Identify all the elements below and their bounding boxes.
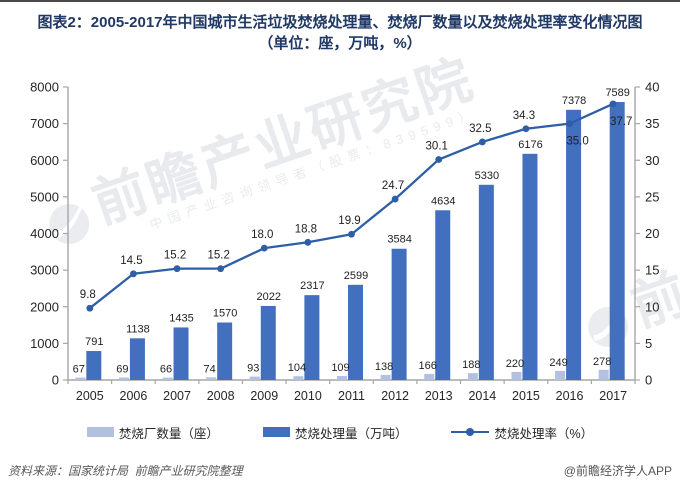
svg-text:2014: 2014 xyxy=(468,389,496,403)
legend-item-treated-volume: 焚烧处理量（万吨） xyxy=(262,423,408,442)
svg-text:15.2: 15.2 xyxy=(164,250,186,262)
data-source-text: 资料来源：国家统计局 前瞻产业研究院整理 xyxy=(8,463,243,478)
svg-text:15.2: 15.2 xyxy=(207,250,229,262)
svg-text:14.5: 14.5 xyxy=(120,255,142,267)
svg-text:19.9: 19.9 xyxy=(338,215,360,227)
svg-text:35: 35 xyxy=(645,116,659,131)
legend-item-treatment-rate: 焚烧处理率（%） xyxy=(451,423,593,442)
svg-text:2016: 2016 xyxy=(556,389,584,403)
combo-chart: 0 1000 2000 3000 4000 5000 6000 7000 8000 0 5 10 15 2… xyxy=(30,80,659,404)
svg-text:249: 249 xyxy=(549,357,567,369)
svg-text:25: 25 xyxy=(645,189,659,204)
svg-text:0: 0 xyxy=(645,373,652,388)
svg-text:67: 67 xyxy=(73,364,85,376)
svg-text:220: 220 xyxy=(506,358,524,370)
svg-text:2017: 2017 xyxy=(599,389,627,403)
svg-text:188: 188 xyxy=(462,359,480,371)
svg-text:2008: 2008 xyxy=(207,389,235,403)
svg-text:2010: 2010 xyxy=(294,389,322,403)
svg-text:2005: 2005 xyxy=(76,389,104,403)
svg-text:6176: 6176 xyxy=(518,139,542,151)
chart-legend: 焚烧厂数量（座） 焚烧处理量（万吨） 焚烧处理率（%） xyxy=(0,420,680,444)
svg-text:74: 74 xyxy=(204,363,216,375)
svg-text:93: 93 xyxy=(247,363,259,375)
svg-text:10: 10 xyxy=(645,299,659,314)
svg-text:2000: 2000 xyxy=(30,299,59,314)
svg-text:2022: 2022 xyxy=(257,291,281,303)
svg-text:18.0: 18.0 xyxy=(251,229,273,241)
svg-text:20: 20 xyxy=(645,226,659,241)
svg-text:7589: 7589 xyxy=(605,87,629,99)
svg-text:2012: 2012 xyxy=(381,389,409,403)
svg-text:30: 30 xyxy=(645,153,659,168)
svg-text:30.1: 30.1 xyxy=(426,141,448,153)
svg-text:3584: 3584 xyxy=(387,234,411,246)
svg-text:5: 5 xyxy=(645,336,652,351)
chart-subtitle: （单位：座，万吨，%） xyxy=(258,35,422,52)
svg-text:1435: 1435 xyxy=(169,312,193,324)
app-credit-text: @前瞻经济学人APP xyxy=(563,463,672,478)
svg-text:4634: 4634 xyxy=(431,195,455,207)
legend-swatch-treated-volume xyxy=(262,427,290,437)
svg-text:791: 791 xyxy=(85,336,103,348)
legend-item-plant-count: 焚烧厂数量（座） xyxy=(86,423,219,442)
footer: 资料来源：国家统计局 前瞻产业研究院整理 @前瞻经济学人APP xyxy=(0,458,680,482)
svg-text:2011: 2011 xyxy=(338,389,365,403)
bar-series xyxy=(75,102,625,381)
legend-label-treated-volume: 焚烧处理量（万吨） xyxy=(294,426,408,441)
legend-swatch-treatment-rate xyxy=(451,427,490,437)
svg-text:6000: 6000 xyxy=(30,153,59,168)
svg-text:138: 138 xyxy=(375,361,393,373)
svg-text:7000: 7000 xyxy=(30,116,59,131)
chart-title: 图表2：2005-2017年中国城市生活垃圾焚烧处理量、焚烧厂数量以及焚烧处理率… xyxy=(37,14,643,31)
svg-text:1000: 1000 xyxy=(30,336,59,351)
svg-text:2007: 2007 xyxy=(163,389,191,403)
svg-text:5330: 5330 xyxy=(475,170,499,182)
svg-text:2009: 2009 xyxy=(250,389,278,403)
chart-title-block: 图表2：2005-2017年中国城市生活垃圾焚烧处理量、焚烧厂数量以及焚烧处理率… xyxy=(0,12,680,54)
svg-text:104: 104 xyxy=(288,362,306,374)
legend-label-treatment-rate: 焚烧处理率（%） xyxy=(494,426,594,441)
legend-swatch-plant-count xyxy=(86,427,114,437)
svg-text:9.8: 9.8 xyxy=(80,289,96,301)
svg-text:3000: 3000 xyxy=(30,263,59,278)
svg-text:32.5: 32.5 xyxy=(469,123,491,135)
svg-text:278: 278 xyxy=(593,356,611,368)
svg-text:2599: 2599 xyxy=(344,270,368,282)
svg-text:2015: 2015 xyxy=(512,389,540,403)
line-series xyxy=(86,100,617,312)
svg-text:1138: 1138 xyxy=(126,323,150,335)
svg-text:66: 66 xyxy=(160,364,172,376)
svg-text:2006: 2006 xyxy=(120,389,148,403)
svg-text:24.7: 24.7 xyxy=(382,180,404,192)
svg-text:166: 166 xyxy=(419,360,437,372)
svg-text:37.7: 37.7 xyxy=(610,116,632,128)
svg-text:4000: 4000 xyxy=(30,226,59,241)
svg-text:5000: 5000 xyxy=(30,189,59,204)
svg-text:34.3: 34.3 xyxy=(513,110,535,122)
svg-text:109: 109 xyxy=(331,362,349,374)
svg-text:1570: 1570 xyxy=(213,307,237,319)
axes: 0 1000 2000 3000 4000 5000 6000 7000 8000 0 5 10 15 2… xyxy=(30,80,659,404)
svg-text:2317: 2317 xyxy=(300,280,324,292)
legend-label-plant-count: 焚烧厂数量（座） xyxy=(118,426,219,441)
svg-text:18.8: 18.8 xyxy=(295,223,317,235)
svg-text:15: 15 xyxy=(645,263,659,278)
svg-text:0: 0 xyxy=(52,373,59,388)
svg-text:35.0: 35.0 xyxy=(566,136,588,148)
svg-text:8000: 8000 xyxy=(30,80,59,95)
svg-text:2013: 2013 xyxy=(425,389,453,403)
svg-text:40: 40 xyxy=(645,80,659,95)
svg-text:7378: 7378 xyxy=(562,95,586,107)
svg-text:69: 69 xyxy=(116,363,128,375)
data-labels: 67 791 9.8 69 1138 14.5 66 1435 15.2 74 1570 15.2 93… xyxy=(73,87,633,376)
chart-area: 0 1000 2000 3000 4000 5000 6000 7000 8000 0 5 10 15 2… xyxy=(0,74,680,414)
